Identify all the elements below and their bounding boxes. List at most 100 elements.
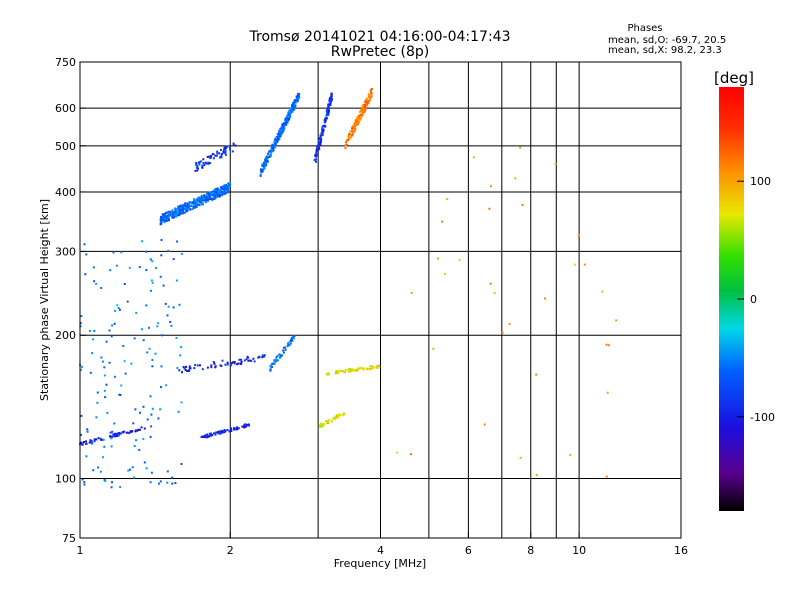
data-point	[135, 311, 138, 314]
data-point	[318, 423, 321, 426]
data-point	[330, 92, 333, 95]
x-tick-label: 10	[572, 544, 586, 557]
data-point	[180, 212, 183, 215]
x-axis: 1 2 4 6 8 10 16	[77, 532, 688, 557]
data-point	[210, 154, 213, 157]
data-point	[182, 210, 185, 213]
data-point	[288, 110, 291, 113]
data-point	[358, 114, 360, 117]
data-point	[202, 436, 205, 439]
data-point	[269, 149, 272, 152]
data-point	[317, 142, 320, 144]
data-point	[220, 156, 223, 159]
data-point	[247, 423, 250, 426]
data-point	[354, 127, 357, 130]
data-point	[219, 193, 222, 196]
data-point	[325, 422, 328, 425]
data-point	[179, 354, 182, 357]
data-point	[286, 117, 289, 120]
data-point	[130, 362, 133, 365]
data-point	[171, 482, 174, 485]
data-point	[80, 315, 83, 318]
data-point	[261, 356, 264, 359]
data-point	[252, 357, 255, 360]
data-point	[232, 143, 235, 146]
data-point	[161, 219, 164, 222]
data-point	[283, 123, 286, 126]
data-point	[228, 182, 231, 185]
data-point	[103, 445, 106, 448]
data-point	[105, 340, 108, 343]
data-point	[208, 155, 211, 158]
data-point	[289, 342, 292, 345]
data-point	[128, 266, 131, 269]
data-point	[168, 215, 171, 218]
data-point	[151, 407, 154, 410]
data-point	[342, 413, 345, 416]
data-point	[341, 370, 344, 372]
data-point	[201, 368, 204, 371]
data-point	[315, 151, 318, 154]
data-point	[159, 275, 162, 278]
data-point	[292, 337, 295, 340]
data-point	[263, 167, 266, 170]
data-point	[171, 213, 174, 216]
data-point	[315, 153, 318, 156]
data-point	[80, 365, 83, 368]
data-point	[483, 423, 486, 426]
data-point	[208, 196, 211, 199]
data-point	[133, 445, 136, 447]
data-point	[133, 476, 136, 479]
data-point	[266, 152, 269, 155]
data-point	[287, 111, 290, 114]
data-point	[351, 368, 354, 371]
data-point	[185, 210, 188, 213]
data-point	[175, 212, 178, 215]
data-point	[328, 98, 331, 101]
data-point	[197, 203, 200, 206]
data-point	[199, 197, 202, 200]
data-point	[207, 195, 210, 198]
data-point	[243, 424, 246, 427]
data-point	[284, 118, 287, 121]
data-point	[226, 429, 229, 431]
data-point	[446, 198, 449, 201]
data-point	[121, 431, 124, 434]
data-point	[198, 196, 200, 199]
data-point	[298, 96, 301, 99]
data-point	[535, 474, 538, 476]
data-point	[178, 303, 181, 306]
data-point	[263, 162, 265, 165]
data-point	[169, 213, 172, 216]
data-point	[275, 136, 278, 138]
data-point	[273, 140, 276, 143]
data-point	[206, 198, 209, 201]
data-point	[184, 366, 187, 369]
data-point	[213, 432, 215, 435]
data-point	[221, 194, 224, 197]
data-point	[148, 326, 150, 329]
data-point	[193, 203, 196, 206]
data-point	[361, 111, 364, 114]
data-point	[223, 192, 226, 195]
data-point	[318, 144, 321, 147]
data-point	[178, 205, 181, 208]
data-point	[271, 150, 273, 152]
data-point	[223, 185, 226, 188]
data-point	[554, 162, 557, 165]
data-point	[278, 137, 281, 140]
data-point	[113, 322, 116, 325]
data-point	[102, 438, 105, 441]
data-point	[338, 414, 341, 417]
data-point	[356, 116, 359, 119]
data-point	[180, 463, 183, 465]
data-point	[80, 414, 83, 417]
data-point	[319, 425, 322, 428]
data-point	[225, 183, 228, 186]
data-point	[327, 420, 330, 423]
data-point	[259, 168, 262, 171]
data-point	[111, 430, 114, 433]
colorbar-tick-label: 0	[750, 293, 757, 306]
data-point	[188, 368, 191, 371]
data-point	[343, 371, 346, 374]
